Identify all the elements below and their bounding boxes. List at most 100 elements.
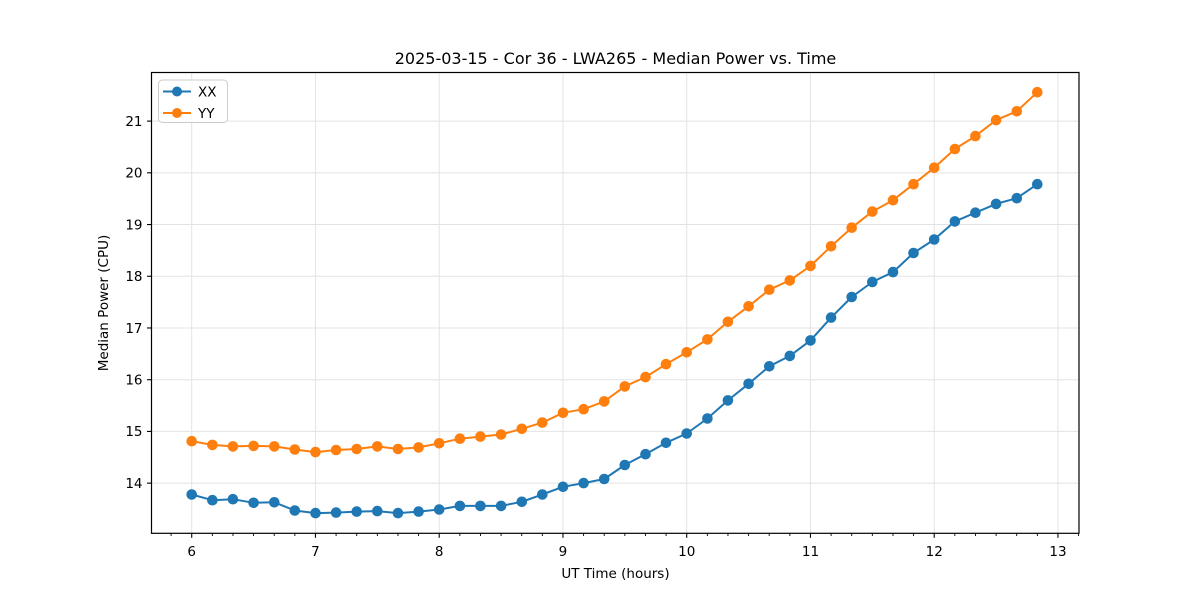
series-yy-marker	[598, 396, 610, 407]
series-xx-marker	[681, 428, 692, 439]
series-yy-marker	[867, 206, 878, 217]
x-axis-label: UT Time (hours)	[561, 566, 669, 582]
series-yy-marker	[289, 444, 301, 455]
series-yy-marker	[310, 446, 321, 458]
series-xx-marker	[908, 247, 919, 259]
series-xx-marker	[702, 413, 713, 424]
series-yy-marker	[537, 417, 548, 428]
series-xx-marker	[619, 459, 631, 471]
series-xx-marker	[598, 473, 610, 485]
series-yy-marker	[269, 441, 280, 452]
x-tick-label: 12	[926, 544, 943, 560]
legend-label: YY	[197, 106, 215, 122]
y-tick-label: 19	[125, 217, 142, 233]
series-yy-marker	[660, 358, 672, 370]
series-xx-marker	[557, 481, 569, 493]
series-yy-marker	[227, 441, 239, 452]
series-yy-marker	[784, 275, 796, 286]
series-xx-marker	[248, 497, 259, 509]
series-xx-marker	[743, 378, 754, 390]
series-xx-marker	[1032, 178, 1043, 190]
series-xx-marker	[846, 291, 857, 303]
series-xx-marker	[516, 496, 528, 508]
series-yy-marker	[248, 440, 259, 452]
series-xx-marker	[578, 477, 589, 489]
series-xx-marker	[928, 234, 940, 245]
series-yy-marker	[805, 260, 816, 272]
series-yy-marker	[846, 222, 857, 233]
series-yy-marker	[640, 371, 651, 383]
series-yy-marker	[413, 442, 424, 453]
legend-swatch-marker	[172, 108, 182, 118]
series-yy-marker	[743, 301, 754, 312]
series-yy-marker	[990, 114, 1002, 126]
series-yy-marker	[516, 423, 528, 435]
series-xx-marker	[970, 207, 981, 218]
series-xx-marker	[454, 500, 466, 512]
x-tick-label: 6	[187, 544, 196, 560]
series-xx-marker	[990, 198, 1002, 210]
legend: XX YY	[158, 79, 228, 123]
series-xx-marker	[867, 276, 878, 288]
y-tick-label: 21	[125, 114, 142, 130]
series-xx-marker	[495, 500, 507, 512]
series-xx-marker	[475, 500, 486, 512]
series-xx-marker	[351, 506, 363, 517]
series-yy-marker	[928, 162, 940, 173]
legend-label: XX	[198, 84, 217, 100]
series-xx-marker	[660, 437, 672, 449]
series-yy-marker	[186, 435, 197, 447]
series-yy-marker	[207, 439, 218, 451]
series-yy-marker	[330, 444, 342, 456]
series-xx-marker	[227, 493, 239, 505]
x-tick-label: 13	[1049, 544, 1066, 560]
series-xx-marker	[310, 507, 321, 519]
series-xx-marker	[805, 335, 816, 346]
y-axis-label: Median Power (CPU)	[96, 235, 112, 371]
series-yy-marker	[970, 130, 981, 142]
x-tick-label: 10	[678, 544, 695, 560]
series-xx-marker	[269, 497, 280, 508]
series-xx-marker	[289, 505, 301, 516]
series-yy-marker	[722, 316, 734, 328]
y-tick-label: 14	[125, 476, 142, 492]
series-xx-marker	[207, 494, 218, 506]
legend-box	[158, 79, 228, 123]
y-tick-label: 18	[125, 269, 142, 285]
series-yy-marker	[908, 178, 919, 190]
series-xx-marker	[722, 395, 734, 406]
x-tick-label: 8	[435, 544, 444, 560]
series-xx-marker	[825, 312, 837, 323]
series-xx-marker	[949, 216, 961, 227]
series-yy-marker	[578, 403, 589, 415]
series-yy-marker	[887, 194, 899, 206]
y-tick-label: 15	[125, 424, 142, 440]
series-xx-marker	[330, 507, 342, 518]
x-tick-label: 9	[559, 544, 568, 560]
series-yy-marker	[495, 429, 507, 440]
tick-layer: 6 7 8 9 10 11 12 13 14 15 16 17 18 19 20 21	[125, 114, 1080, 560]
series-yy-marker	[681, 347, 692, 358]
series-yy-marker	[1032, 86, 1043, 98]
series-yy-line	[190, 91, 1039, 454]
grid-layer	[151, 72, 1079, 534]
series-xx-marker	[372, 505, 383, 517]
series-yy-marker	[764, 284, 775, 296]
series-yy-marker	[454, 433, 466, 445]
series-xx-marker	[537, 489, 548, 500]
series-yy-marker	[557, 407, 569, 419]
y-tick-label: 17	[125, 321, 142, 337]
series-yy	[186, 86, 1043, 458]
series-xx-marker	[413, 506, 424, 517]
series-yy-marker	[351, 443, 363, 455]
series-yy-marker	[619, 381, 631, 392]
series-xx-marker	[392, 507, 404, 519]
y-tick-label: 20	[125, 166, 142, 182]
chart-title: 2025-03-15 - Cor 36 - LWA265 - Median Po…	[395, 49, 837, 68]
series-yy-marker	[949, 143, 961, 155]
legend-swatch-marker	[172, 86, 182, 97]
y-tick-label: 16	[125, 373, 142, 389]
series-xx-marker	[784, 350, 796, 362]
